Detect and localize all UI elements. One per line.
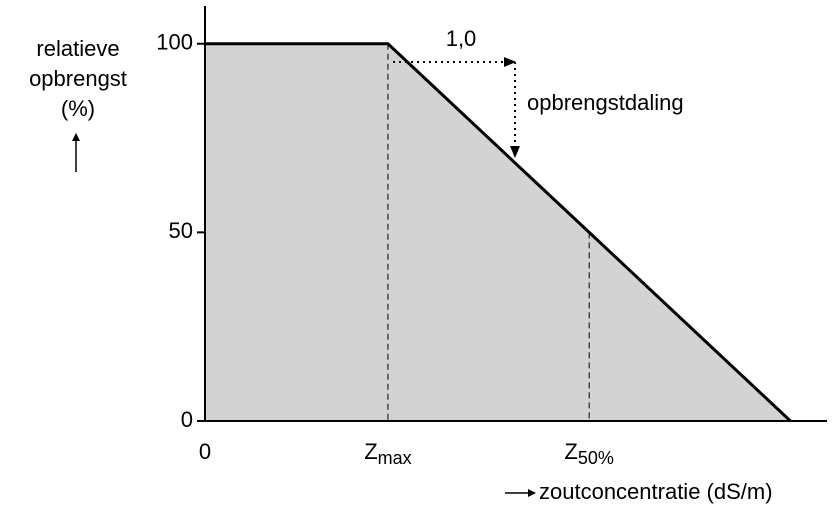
x-tick-label: Z50% — [564, 439, 613, 468]
y-tick-label: 50 — [169, 218, 193, 243]
line — [205, 42, 792, 423]
y-axis-label: (%) — [61, 96, 95, 121]
y-axis-label: relatieve — [36, 36, 119, 61]
y-axis-label: opbrengst — [29, 66, 127, 91]
y-tick-label: 100 — [156, 30, 193, 55]
x-tick-label-main: 0 — [199, 439, 211, 464]
x-tick-label: 0 — [199, 439, 211, 464]
x-tick-label-sub: 50% — [578, 448, 614, 468]
x-axis-label: zoutconcentratie (dS/m) — [539, 479, 773, 504]
x-tick-label-sub: max — [378, 448, 412, 468]
x-tick-label: Zmax — [364, 439, 411, 468]
y-tick-label: 0 — [181, 407, 193, 432]
annotation: opbrengstdaling — [527, 90, 684, 115]
x-tick-label-main: Z — [564, 439, 577, 464]
area — [205, 43, 791, 422]
x-tick-label-main: Z — [364, 439, 377, 464]
annotation: 1,0 — [446, 26, 477, 51]
